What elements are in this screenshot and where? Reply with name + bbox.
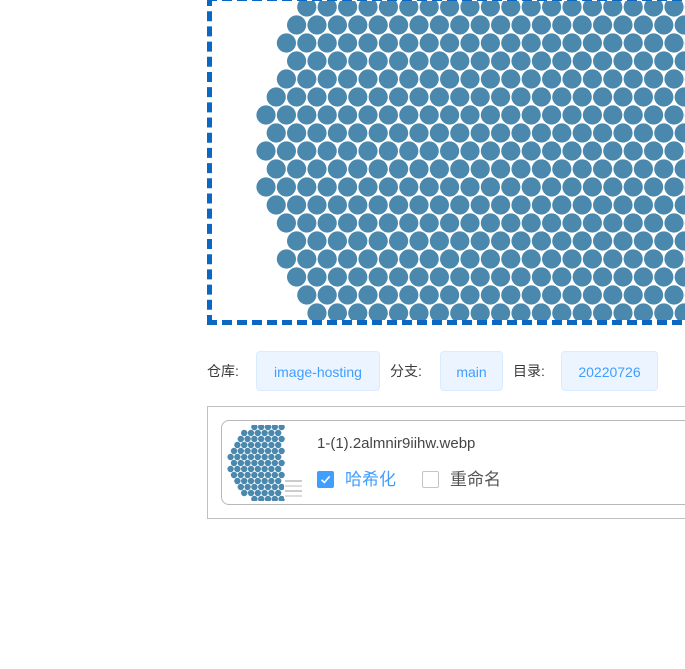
dir-label: 目录: — [513, 363, 545, 379]
repo-label: 仓库: — [207, 363, 239, 379]
file-name: 1-(1).2almnir9iihw.webp — [317, 435, 476, 452]
rename-checkbox[interactable] — [422, 471, 439, 488]
branch-tag[interactable]: main — [440, 351, 503, 391]
rename-label: 重命名 — [450, 470, 501, 489]
hash-label: 哈希化 — [345, 470, 396, 489]
hash-option[interactable]: 哈希化 — [317, 468, 407, 492]
hash-checkbox[interactable] — [317, 471, 334, 488]
file-card[interactable]: 1-(1).2almnir9iihw.webp 哈希化 重命名 — [221, 420, 685, 505]
dir-tag[interactable]: 20220726 — [561, 351, 658, 391]
upload-target-info: 仓库: image-hosting 分支: main 目录: 20220726 — [207, 351, 685, 391]
check-icon — [320, 475, 331, 484]
branch-label: 分支: — [390, 363, 422, 379]
rename-option[interactable]: 重命名 — [422, 468, 522, 492]
image-preview — [256, 1, 685, 320]
file-list-panel: 1-(1).2almnir9iihw.webp 哈希化 重命名 — [207, 406, 685, 519]
upload-drop-area[interactable] — [207, 0, 685, 325]
file-thumbnail — [227, 425, 304, 501]
repo-tag[interactable]: image-hosting — [256, 351, 380, 391]
